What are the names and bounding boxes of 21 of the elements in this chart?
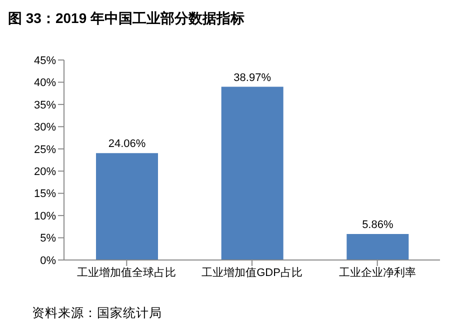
y-tick-label: 35% [34, 99, 56, 112]
y-tick-label: 25% [34, 144, 56, 156]
y-tick-label: 0% [40, 254, 56, 267]
chart-title: 图 33：2019 年中国工业部分数据指标 [8, 10, 244, 28]
text: 资料来源：国家统计局 [32, 305, 162, 322]
y-tick-label: 40% [34, 77, 56, 90]
bar [221, 86, 284, 260]
y-tick-label: 20% [34, 166, 56, 178]
y-tick-label: 10% [34, 210, 56, 222]
y-tick-label: 30% [34, 122, 56, 134]
x-tick-label: 工业增加值GDP占比 [202, 266, 302, 279]
y-tick-label: 5% [40, 232, 56, 245]
data-label: 38.97% [234, 72, 272, 84]
bar [96, 153, 158, 260]
data-label: 24.06% [108, 138, 146, 150]
x-tick-label: 工业企业净利率 [338, 266, 416, 279]
y-tick-label: 15% [34, 188, 56, 200]
y-tick-label: 45% [34, 54, 56, 67]
bar [346, 234, 409, 260]
data-label: 5.86% [362, 218, 394, 231]
x-tick-label: 工业增加值全球占比 [77, 266, 176, 279]
